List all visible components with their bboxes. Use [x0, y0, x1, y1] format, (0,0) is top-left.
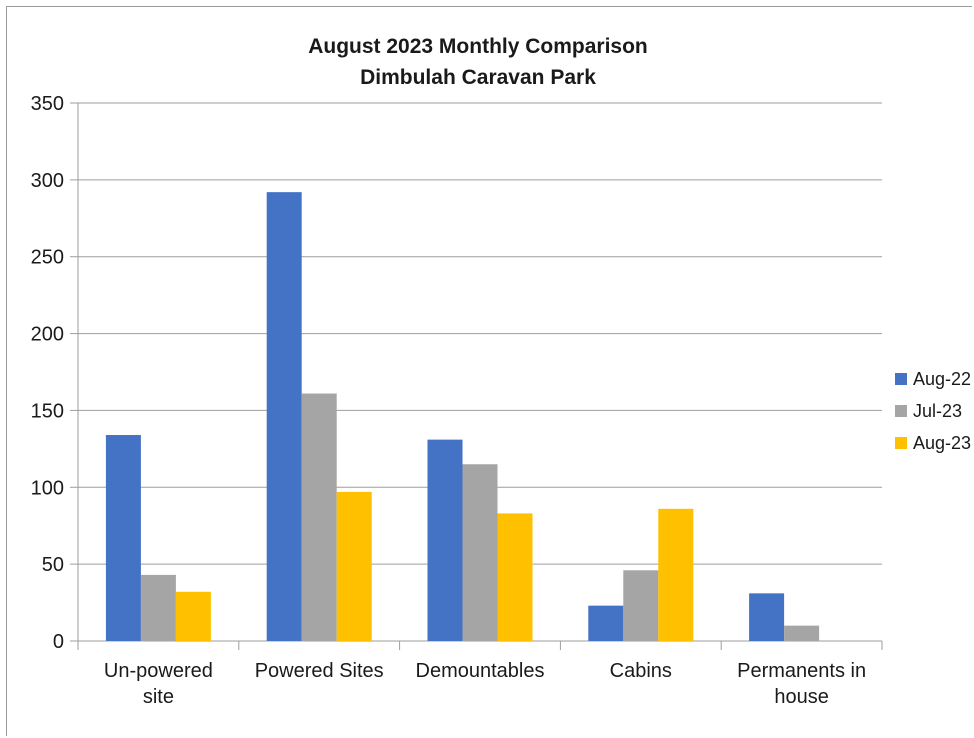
chart-title-line-1: August 2023 Monthly Comparison — [308, 35, 648, 58]
x-category-label: Powered Sites — [255, 660, 384, 682]
bar-aug-23-0 — [175, 591, 211, 641]
bar-aug-22-0 — [105, 435, 141, 641]
bar-jul-23-2 — [462, 464, 498, 641]
x-category-label: Cabins — [610, 660, 672, 682]
legend-label: Jul-23 — [913, 401, 962, 421]
legend-label: Aug-22 — [913, 369, 971, 389]
x-category-label: site — [143, 686, 174, 708]
legend-label: Aug-23 — [913, 433, 971, 453]
bar-aug-23-2 — [497, 513, 533, 641]
bar-aug-22-3 — [588, 605, 624, 641]
bar-aug-23-3 — [658, 508, 694, 641]
chart-title-line-2: Dimbulah Caravan Park — [360, 66, 596, 89]
legend-swatch-jul-23 — [895, 405, 907, 417]
bar-jul-23-4 — [784, 625, 820, 641]
legend-swatch-aug-23 — [895, 437, 907, 449]
bar-aug-23-1 — [336, 491, 372, 641]
y-tick-label: 350 — [31, 93, 64, 115]
y-tick-label: 300 — [31, 170, 64, 192]
y-tick-label: 100 — [31, 477, 64, 499]
y-tick-label: 50 — [42, 554, 64, 576]
x-category-label: Permanents in — [737, 660, 866, 682]
x-category-label: Demountables — [416, 660, 545, 682]
bar-aug-22-4 — [749, 593, 785, 641]
bar-jul-23-3 — [623, 570, 659, 641]
y-tick-label: 200 — [31, 324, 64, 346]
y-tick-label: 0 — [53, 631, 64, 653]
legend-swatch-aug-22 — [895, 373, 907, 385]
chart-frame — [6, 6, 972, 736]
bar-jul-23-0 — [140, 574, 176, 641]
bar-aug-22-1 — [266, 192, 302, 641]
y-tick-label: 250 — [31, 247, 64, 269]
bar-aug-22-2 — [427, 439, 463, 641]
x-category-label: house — [774, 686, 829, 708]
bar-jul-23-1 — [301, 393, 337, 641]
x-category-label: Un-powered — [104, 660, 213, 682]
y-tick-label: 150 — [31, 400, 64, 422]
